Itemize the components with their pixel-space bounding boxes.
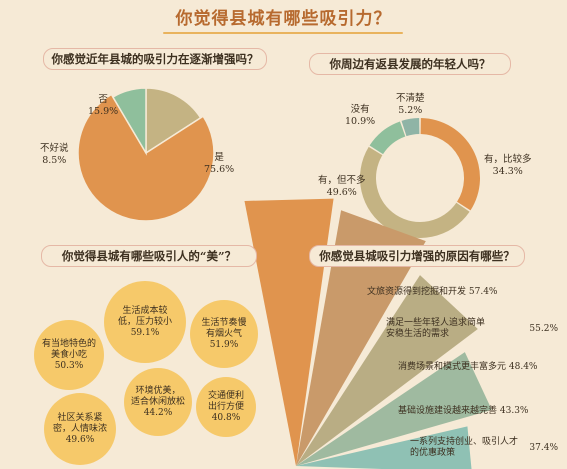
q4-bar-5 [296,426,472,469]
title-underline [163,32,403,34]
bubble-slow-pace-value: 51.9% [209,339,239,350]
q2-label-none: 没有 10.9% [345,104,375,128]
bubble-low-cost: 生活成本较 低，压力较小 59.1% [104,281,186,363]
bubble-environment: 环境优美， 适合休闲放松 44.2% [124,368,192,436]
q1-label-unsure-value: 8.5% [42,155,67,166]
bubble-slow-pace-line-2: 有烟火气 [205,328,242,339]
q2-slice-many [420,118,480,211]
q2-label-many-value: 34.3% [492,166,523,177]
q1-label-no-value: 15.9% [88,106,119,117]
q2-label-unsure: 不清楚 5.2% [396,93,425,117]
bubble-local-food: 有当地特色的 美食小吃 50.3% [34,320,104,390]
bubble-local-food-line-1: 有当地特色的 [41,338,96,349]
bubble-environment-value: 44.2% [143,407,173,418]
q4-bar-label-3-value: 48.4% [508,362,538,372]
q4-bar-3 [296,275,478,466]
q4-bar-label-5: 一系列支持创业、吸引人才 的优惠政策 37.4% [410,437,558,459]
q4-bar-label-4-text: 基础设施建设越来越完善 [398,406,498,416]
q2-slice-none [369,121,406,155]
q4-bar-label-2-line-2: 安稳生活的需求 [386,329,450,339]
q4-bar-label-5-value: 37.4% [529,443,558,453]
q4-bar-label-2: 满足一些年轻人追求简单 安稳生活的需求 55.2% [386,318,558,340]
q2-slice-unsure [401,118,420,137]
q1-label-no: 否 15.9% [88,94,118,118]
bubble-community-line-2: 密，人情味浓 [52,423,107,434]
q4-bar-label-2-line-1: 满足一些年轻人追求简单 [386,318,486,328]
page-title: 你觉得县城有哪些吸引力？ [175,9,392,29]
q1-label-yes-value: 75.6% [204,164,235,175]
q3-question: 你觉得县城有哪些吸引人的“美”？ [41,245,257,267]
q1-question: 你感觉近年县城的吸引力在逐渐增强吗？ [43,48,267,70]
q4-bar-label-1-text: 文旅资源得到挖掘和开发 [367,287,467,297]
q1-label-yes-name: 是 [214,152,224,163]
bubble-local-food-line-2: 美食小吃 [50,349,87,360]
q2-label-unsure-value: 5.2% [398,105,423,116]
bubble-transport-value: 40.8% [211,412,241,423]
q2-slice-few [359,146,470,239]
q1-label-unsure-name: 不好说 [40,143,69,154]
q2-label-few-value: 49.6% [326,187,357,198]
q2-label-many-name: 有，比较多 [484,154,532,165]
q1-label-no-name: 否 [98,94,108,105]
q2-label-many: 有，比较多 34.3% [484,154,532,178]
q4-bar-2 [296,210,426,466]
bubble-low-cost-value: 59.1% [130,327,160,338]
q4-bar-1 [244,198,334,466]
bubble-transport-line-2: 出行方便 [207,401,244,412]
q2-label-few: 有，但不多 49.6% [318,175,366,199]
q4-bar-label-5-line-1: 一系列支持创业、吸引人才 [410,437,519,447]
bubble-slow-pace: 生活节奏慢 有烟火气 51.9% [190,300,258,368]
q4-bar-label-2-value: 55.2% [529,324,558,334]
q2-label-none-value: 10.9% [345,116,376,127]
q4-bar-label-3-text: 消费场景和模式更丰富多元 [398,362,507,372]
q1-slice-yes [77,93,215,222]
bubble-local-food-value: 50.3% [54,360,84,371]
q4-bar-label-5-line-2: 的优惠政策 [410,448,456,458]
q4-question: 你感觉县城吸引力增强的原因有哪些？ [309,245,525,267]
q1-label-unsure: 不好说 8.5% [40,143,69,167]
bubble-low-cost-line-1: 生活成本较 [122,305,168,316]
bubble-environment-line-1: 环境优美， [135,385,181,396]
q4-bar-label-4-value: 43.3% [499,406,529,416]
q4-bar-label-1: 文旅资源得到挖掘和开发 57.4% [367,287,497,298]
q4-bar-label-3: 消费场景和模式更丰富多元 48.4% [398,362,537,373]
q4-bar-label-4: 基础设施建设越来越完善 43.3% [398,406,528,417]
bubble-low-cost-line-2: 低，压力较小 [117,316,172,327]
q2-label-none-name: 没有 [350,104,370,115]
q1-slice-no [145,87,202,155]
q1-slice-unsure [111,87,147,156]
q4-bar-label-1-value: 57.4% [468,287,498,297]
bubble-slow-pace-line-1: 生活节奏慢 [201,317,247,328]
bubble-transport-line-1: 交通便利 [207,390,244,401]
q2-label-unsure-name: 不清楚 [396,93,425,104]
q1-label-yes: 是 75.6% [204,152,234,176]
bubble-community: 社区关系紧 密，人情味浓 49.6% [44,393,116,465]
bubble-transport: 交通便利 出行方便 40.8% [196,377,256,437]
bubble-community-value: 49.6% [65,434,95,445]
bubble-environment-line-2: 适合休闲放松 [130,396,185,407]
bubble-community-line-1: 社区关系紧 [57,412,103,423]
q2-label-few-name: 有，但不多 [318,175,366,186]
q4-bar-4 [296,352,492,466]
q2-question: 你周边有返县发展的年轻人吗？ [309,53,511,75]
